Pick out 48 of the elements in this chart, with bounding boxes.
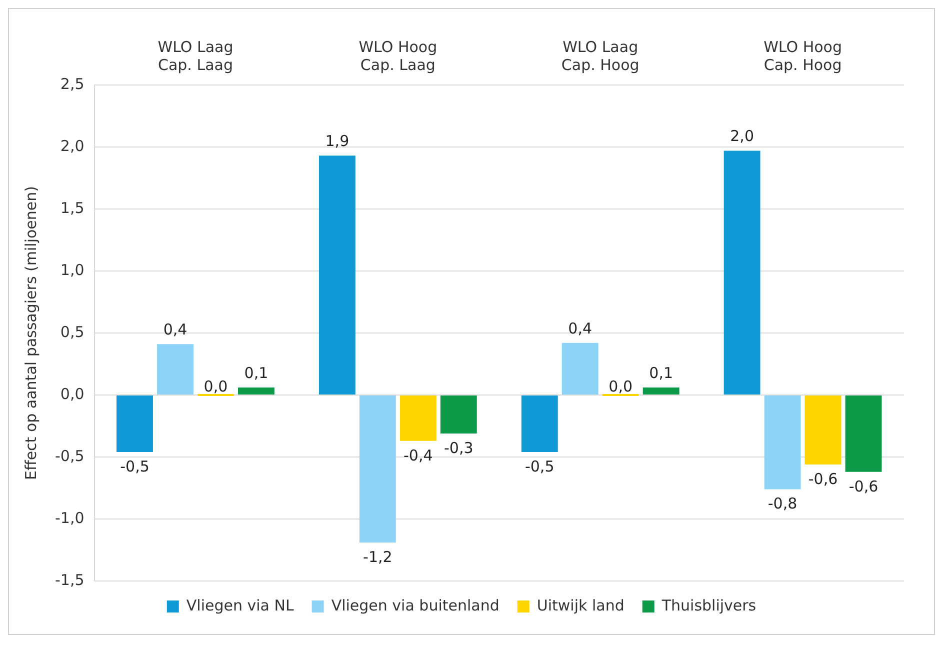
y-tick-label: -1,5 bbox=[54, 570, 84, 589]
bar bbox=[764, 396, 801, 490]
data-label: 2,0 bbox=[730, 127, 754, 146]
bar bbox=[318, 156, 356, 394]
bar bbox=[157, 344, 194, 394]
bar bbox=[845, 396, 882, 472]
y-tick-label: 0,0 bbox=[60, 384, 84, 403]
data-label: -1,2 bbox=[363, 548, 392, 566]
x-tick-label: WLO Laag Cap. Hoog bbox=[561, 38, 640, 74]
data-label: -0,6 bbox=[848, 477, 878, 496]
y-tick-label: 0,5 bbox=[60, 322, 84, 341]
data-label: -0,3 bbox=[444, 438, 474, 457]
data-label: -0,8 bbox=[768, 494, 798, 513]
x-tick-label: WLO Laag Cap. Laag bbox=[158, 38, 234, 74]
bar bbox=[116, 396, 153, 452]
data-label: 0,1 bbox=[649, 364, 674, 382]
data-label: 0,0 bbox=[608, 377, 633, 396]
bar bbox=[804, 396, 842, 464]
data-label: -0,5 bbox=[524, 457, 554, 476]
legend-label: Thuisblijvers bbox=[660, 596, 756, 614]
y-tick-label: 2,5 bbox=[60, 74, 84, 93]
data-label: 0,0 bbox=[204, 377, 228, 396]
bar bbox=[642, 388, 680, 394]
data-label: -0,6 bbox=[808, 470, 838, 488]
bar bbox=[562, 342, 598, 394]
data-label: -0,4 bbox=[404, 446, 433, 464]
bar bbox=[238, 388, 274, 394]
data-label: 1,9 bbox=[325, 132, 350, 150]
y-tick-label: 1,5 bbox=[60, 198, 84, 217]
bar bbox=[359, 396, 396, 543]
bar bbox=[724, 150, 760, 394]
data-label: 0,1 bbox=[244, 364, 268, 382]
y-tick-label: -1,0 bbox=[54, 508, 84, 527]
data-label: -0,5 bbox=[120, 457, 150, 476]
y-tick-label: 1,0 bbox=[60, 260, 84, 279]
y-tick-label: -0,5 bbox=[54, 446, 84, 465]
legend-label: Vliegen via NL bbox=[186, 596, 294, 614]
data-label: 0,4 bbox=[163, 320, 188, 339]
bar bbox=[440, 396, 477, 434]
legend-label: Uitwijk land bbox=[536, 596, 624, 614]
bar bbox=[521, 396, 558, 452]
y-tick-label: 2,0 bbox=[60, 136, 84, 155]
data-label: 0,4 bbox=[568, 319, 592, 338]
legend-label: Vliegen via buitenland bbox=[331, 596, 500, 614]
bar bbox=[400, 396, 436, 441]
x-tick-label: WLO Hoog Cap. Laag bbox=[358, 38, 438, 74]
x-tick-label: WLO Hoog Cap. Hoog bbox=[764, 38, 842, 74]
y-axis-title: Effect op aantal passagiers (miljoenen) bbox=[22, 186, 40, 480]
